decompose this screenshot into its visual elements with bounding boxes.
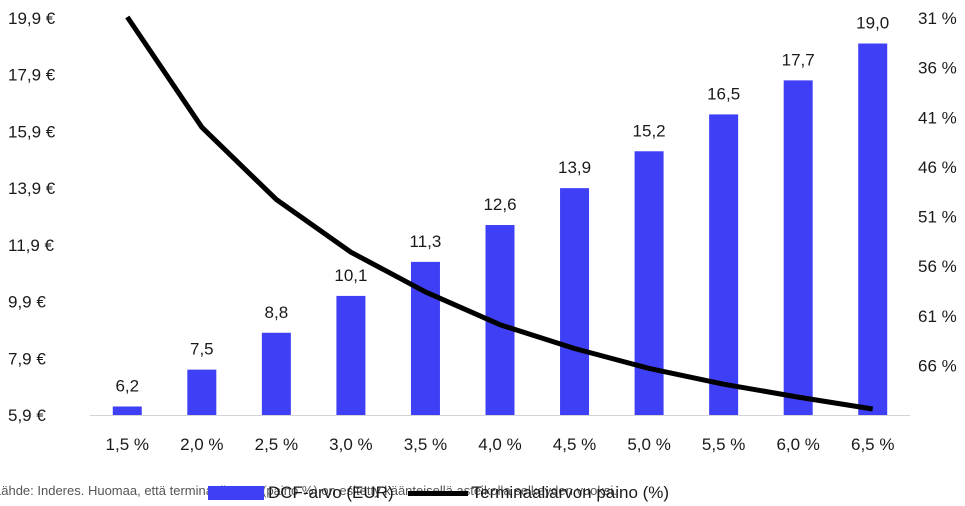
bars-layer bbox=[112, 43, 888, 416]
bar-1 bbox=[187, 369, 217, 415]
x-tick-2: 2,5 % bbox=[255, 435, 298, 454]
data-label-7: 15,2 bbox=[633, 121, 666, 140]
data-label-9: 17,7 bbox=[782, 50, 815, 69]
bar-7 bbox=[634, 151, 664, 415]
x-tick-8: 5,5 % bbox=[702, 435, 745, 454]
y-left-tick-3: 13,9 € bbox=[8, 179, 56, 198]
bar-0 bbox=[112, 406, 142, 415]
bar-6 bbox=[560, 188, 590, 415]
legend-item-dcf: DCF-arvo (EUR) bbox=[208, 483, 394, 503]
y-left-tick-1: 17,9 € bbox=[8, 66, 56, 85]
x-axis-ticks: 1,5 % 2,0 % 2,5 % 3,0 % 3,5 % 4,0 % 4,5 % 5,0 %… bbox=[106, 435, 895, 454]
y-right-tick-4: 51 % bbox=[918, 208, 957, 227]
x-tick-5: 4,0 % bbox=[478, 435, 521, 454]
data-labels-layer: 6,2 7,5 8,8 10,1 11,3 12,6 13,9 15,2 16,5 17,7 19,… bbox=[115, 14, 889, 396]
series-line-terminal-value-weight bbox=[125, 15, 874, 412]
bar-3 bbox=[336, 295, 366, 415]
y-right-tick-1: 36 % bbox=[918, 59, 957, 78]
data-label-3: 10,1 bbox=[334, 266, 367, 285]
legend-swatch-line bbox=[407, 490, 468, 496]
data-label-5: 12,6 bbox=[483, 195, 516, 214]
y-right-tick-0: 31 % bbox=[918, 9, 957, 28]
y-left-tick-2: 15,9 € bbox=[8, 122, 56, 141]
y-right-tick-2: 41 % bbox=[918, 108, 957, 127]
bar-9 bbox=[783, 80, 813, 415]
y-left-tick-4: 11,9 € bbox=[8, 236, 55, 255]
y-left-tick-7: 5,9 € bbox=[8, 406, 46, 425]
data-label-10: 19,0 bbox=[856, 14, 889, 33]
bar-10 bbox=[858, 43, 888, 416]
data-label-1: 7,5 bbox=[190, 340, 214, 359]
legend-label-dcf: DCF-arvo (EUR) bbox=[268, 483, 394, 502]
x-tick-1: 2,0 % bbox=[180, 435, 223, 454]
x-tick-3: 3,0 % bbox=[329, 435, 372, 454]
bar-2 bbox=[261, 332, 291, 415]
y-right-tick-3: 46 % bbox=[918, 158, 957, 177]
legend-label-terminal: Terminaaliarvon paino (%) bbox=[471, 483, 670, 502]
y-right-tick-5: 56 % bbox=[918, 257, 957, 276]
x-tick-7: 5,0 % bbox=[627, 435, 670, 454]
y-axis-right-ticks: 31 % 36 % 41 % 46 % 51 % 56 % 61 % 66 % bbox=[918, 9, 957, 375]
legend: DCF-arvo (EUR) Terminaaliarvon paino (%) bbox=[208, 482, 683, 504]
data-label-0: 6,2 bbox=[115, 376, 139, 395]
legend-item-terminal: Terminaaliarvon paino (%) bbox=[407, 483, 670, 503]
data-label-8: 16,5 bbox=[707, 84, 740, 103]
bar-8 bbox=[709, 114, 739, 416]
data-label-6: 13,9 bbox=[558, 158, 591, 177]
y-axis-left-ticks: 19,9 € 17,9 € 15,9 € 13,9 € 11,9 € 9,9 € 7,9 €… bbox=[8, 9, 56, 425]
y-left-tick-6: 7,9 € bbox=[8, 349, 46, 368]
chart: 6,2 7,5 8,8 10,1 11,3 12,6 13,9 15,2 16,5 17,7 19,… bbox=[8, 9, 957, 454]
x-tick-4: 3,5 % bbox=[404, 435, 447, 454]
x-tick-0: 1,5 % bbox=[106, 435, 149, 454]
y-right-tick-7: 66 % bbox=[918, 356, 957, 375]
data-label-4: 11,3 bbox=[410, 232, 442, 251]
x-tick-9: 6,0 % bbox=[776, 435, 819, 454]
legend-swatch-bar bbox=[208, 486, 264, 500]
data-label-2: 8,8 bbox=[265, 303, 289, 322]
y-left-tick-0: 19,9 € bbox=[8, 9, 56, 28]
x-tick-10: 6,5 % bbox=[851, 435, 894, 454]
y-right-tick-6: 61 % bbox=[918, 307, 957, 326]
x-tick-6: 4,5 % bbox=[553, 435, 596, 454]
y-left-tick-5: 9,9 € bbox=[8, 293, 46, 312]
